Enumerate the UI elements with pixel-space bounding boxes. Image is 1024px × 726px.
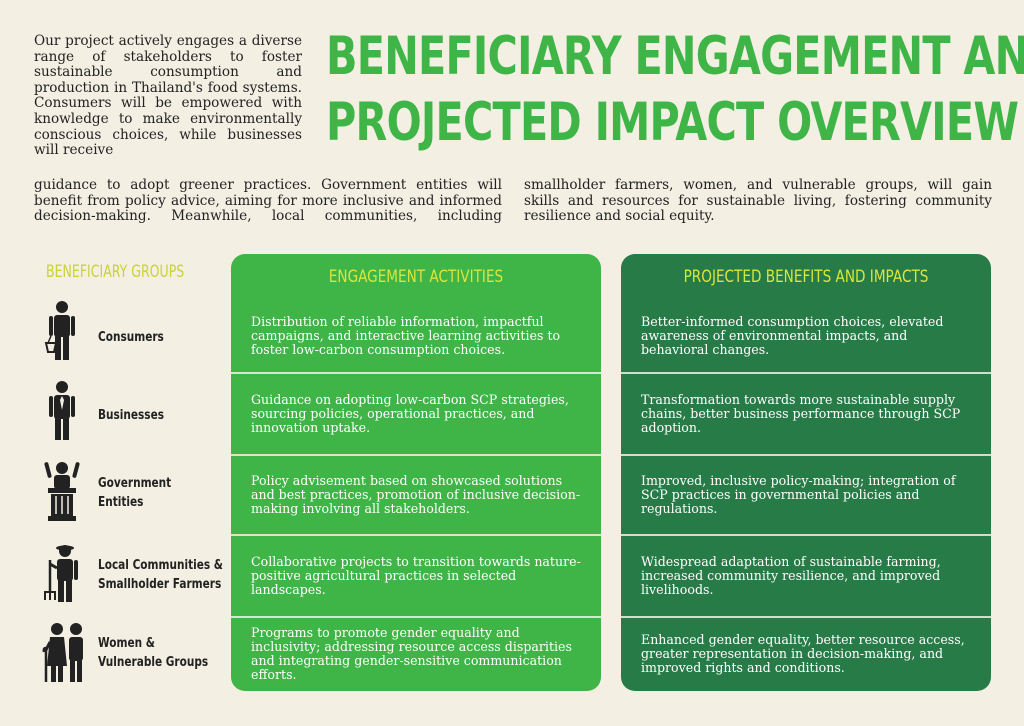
impact-cell: Improved, inclusive policy-making; integ…	[641, 472, 956, 517]
impacts-header: PROJECTED BENEFITS AND IMPACTS	[683, 266, 929, 287]
impact-cell: Transformation towards more sustainable …	[641, 391, 961, 436]
row-divider	[231, 616, 601, 618]
beneficiary-groups-header: BENEFICIARY GROUPS	[46, 262, 185, 282]
engagement-cell: Guidance on adopting low-carbon SCP stra…	[251, 391, 569, 436]
title-line-2: PROJECTED IMPACT OVERVIEW	[326, 92, 1019, 153]
row-divider	[231, 454, 601, 456]
row-divider	[231, 534, 601, 536]
consumer-icon	[44, 301, 75, 360]
engagement-cell: Programs to promote gender equality and …	[251, 624, 572, 683]
intro-text-part1: Our project actively engages a diverse r…	[34, 33, 302, 159]
group-label: Government Entities	[98, 475, 172, 510]
engagement-header: ENGAGEMENT ACTIVITIES	[328, 266, 504, 287]
group-consumers: Consumers	[40, 300, 220, 360]
row-divider	[621, 454, 991, 456]
group-government: Government Entities	[40, 460, 220, 521]
group-women-vulnerable: Women & Vulnerable Groups	[40, 622, 220, 682]
impact-cell: Better-informed consumption choices, ele…	[641, 313, 944, 358]
business-person-icon	[49, 381, 75, 440]
engagement-cell: Policy advisement based on showcased sol…	[251, 472, 581, 517]
impact-cell: Enhanced gender equality, better resourc…	[641, 631, 965, 676]
row-divider	[231, 372, 601, 374]
podium-speaker-icon	[44, 462, 80, 521]
group-label: Women & Vulnerable Groups	[98, 635, 209, 670]
intro-text-part2: guidance to adopt greener practices. Gov…	[34, 177, 992, 225]
impacts-panel: PROJECTED BENEFITS AND IMPACTS Better-in…	[621, 254, 991, 691]
impact-cell: Widespread adaptation of sustainable far…	[641, 553, 941, 598]
group-businesses: Businesses	[40, 380, 220, 440]
engagement-cell: Collaborative projects to transition tow…	[251, 553, 581, 598]
page-title: BENEFICIARY ENGAGEMENT AND PROJECTED IMP…	[326, 24, 1024, 156]
engagement-panel: ENGAGEMENT ACTIVITIES Distribution of re…	[231, 254, 601, 691]
engagement-cell: Distribution of reliable information, im…	[251, 313, 561, 358]
row-divider	[621, 616, 991, 618]
group-label: Consumers	[98, 329, 164, 345]
title-line-1: BENEFICIARY ENGAGEMENT AND	[326, 26, 1024, 87]
row-divider	[621, 534, 991, 536]
group-label: Businesses	[98, 407, 164, 423]
group-local-communities: Local Communities & Smallholder Farmers	[40, 542, 223, 602]
group-label: Local Communities & Smallholder Farmers	[98, 557, 223, 592]
farmer-icon	[44, 545, 78, 602]
row-divider	[621, 372, 991, 374]
elderly-couple-icon	[42, 623, 83, 682]
